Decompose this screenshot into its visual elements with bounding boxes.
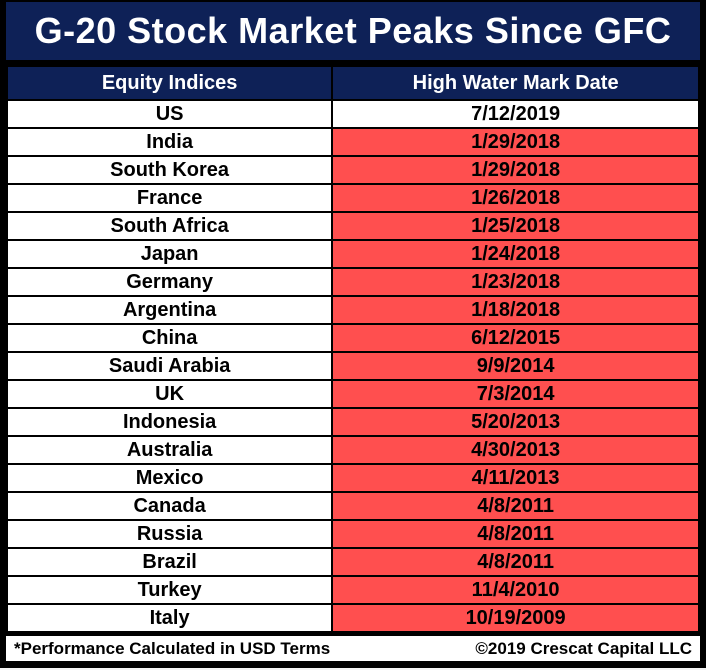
high-water-mark-date-cell: 7/3/2014 <box>331 379 700 409</box>
page-title: G-20 Stock Market Peaks Since GFC <box>6 2 700 60</box>
equity-index-cell: France <box>5 183 334 213</box>
table-header: Equity Indices High Water Mark Date <box>5 65 700 101</box>
high-water-mark-date-cell: 10/19/2009 <box>331 603 700 633</box>
high-water-mark-date-cell: 4/30/2013 <box>331 435 700 465</box>
footer-bar: *Performance Calculated in USD Terms ©20… <box>6 636 700 664</box>
equity-index-cell: India <box>5 127 334 157</box>
equity-index-cell: Turkey <box>5 575 334 605</box>
table-row: Turkey 11/4/2010 <box>5 575 700 605</box>
equity-index-cell: Saudi Arabia <box>5 351 334 381</box>
equity-index-cell: South Korea <box>5 155 334 185</box>
table-row: South Africa 1/25/2018 <box>5 211 700 241</box>
equity-index-cell: Mexico <box>5 463 334 493</box>
table-body: US 7/12/2019 India 1/29/2018 South Korea 1/29… <box>5 99 700 633</box>
equity-index-cell: South Africa <box>5 211 334 241</box>
table-row: India 1/29/2018 <box>5 127 700 157</box>
high-water-mark-date-cell: 1/29/2018 <box>331 127 700 157</box>
peaks-table: Equity Indices High Water Mark Date US 7/… <box>5 65 700 633</box>
bottom-edge-strip <box>0 668 706 670</box>
table-row: Canada 4/8/2011 <box>5 491 700 521</box>
table-row: Indonesia 5/20/2013 <box>5 407 700 437</box>
equity-index-cell: Brazil <box>5 547 334 577</box>
high-water-mark-date-cell: 7/12/2019 <box>331 99 700 129</box>
equity-index-cell: Japan <box>5 239 334 269</box>
table-row: Saudi Arabia 9/9/2014 <box>5 351 700 381</box>
column-header-equity-indices: Equity Indices <box>5 65 334 101</box>
equity-index-cell: Russia <box>5 519 334 549</box>
equity-index-cell: US <box>5 99 334 129</box>
high-water-mark-date-cell: 5/20/2013 <box>331 407 700 437</box>
footnote: *Performance Calculated in USD Terms <box>14 638 331 658</box>
equity-index-cell: China <box>5 323 334 353</box>
equity-index-cell: Australia <box>5 435 334 465</box>
header-row: Equity Indices High Water Mark Date <box>5 65 700 101</box>
high-water-mark-date-cell: 1/23/2018 <box>331 267 700 297</box>
high-water-mark-date-cell: 4/11/2013 <box>331 463 700 493</box>
high-water-mark-date-cell: 1/18/2018 <box>331 295 700 325</box>
high-water-mark-date-cell: 9/9/2014 <box>331 351 700 381</box>
high-water-mark-date-cell: 1/24/2018 <box>331 239 700 269</box>
table-row: Australia 4/30/2013 <box>5 435 700 465</box>
high-water-mark-date-cell: 1/29/2018 <box>331 155 700 185</box>
table-row: Italy 10/19/2009 <box>5 603 700 633</box>
equity-index-cell: UK <box>5 379 334 409</box>
table-row: South Korea 1/29/2018 <box>5 155 700 185</box>
table-row: Argentina 1/18/2018 <box>5 295 700 325</box>
high-water-mark-date-cell: 4/8/2011 <box>331 491 700 521</box>
table-row: China 6/12/2015 <box>5 323 700 353</box>
table-row: Brazil 4/8/2011 <box>5 547 700 577</box>
equity-index-cell: Argentina <box>5 295 334 325</box>
table-row: Mexico 4/11/2013 <box>5 463 700 493</box>
high-water-mark-date-cell: 1/25/2018 <box>331 211 700 241</box>
high-water-mark-date-cell: 1/26/2018 <box>331 183 700 213</box>
table-row: US 7/12/2019 <box>5 99 700 129</box>
table-row: Russia 4/8/2011 <box>5 519 700 549</box>
table-row: Germany 1/23/2018 <box>5 267 700 297</box>
equity-index-cell: Canada <box>5 491 334 521</box>
equity-index-cell: Italy <box>5 603 334 633</box>
high-water-mark-date-cell: 4/8/2011 <box>331 547 700 577</box>
high-water-mark-date-cell: 6/12/2015 <box>331 323 700 353</box>
table-row: France 1/26/2018 <box>5 183 700 213</box>
high-water-mark-date-cell: 4/8/2011 <box>331 519 700 549</box>
copyright: ©2019 Crescat Capital LLC <box>475 638 692 658</box>
table-row: Japan 1/24/2018 <box>5 239 700 269</box>
equity-index-cell: Germany <box>5 267 334 297</box>
table-row: UK 7/3/2014 <box>5 379 700 409</box>
high-water-mark-date-cell: 11/4/2010 <box>331 575 700 605</box>
equity-index-cell: Indonesia <box>5 407 334 437</box>
column-header-high-water-mark-date: High Water Mark Date <box>331 65 700 101</box>
